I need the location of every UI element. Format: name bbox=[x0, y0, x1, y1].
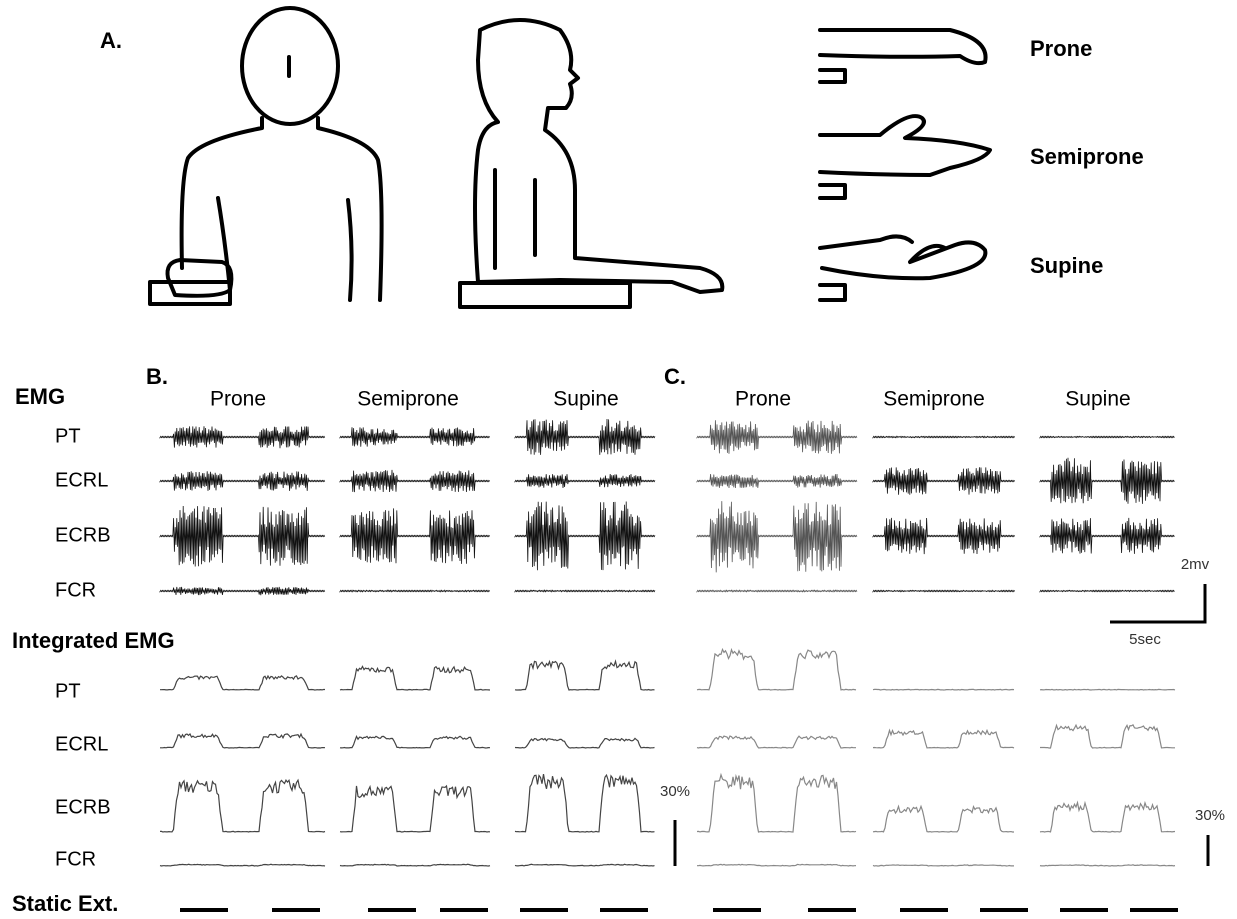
emg-trace bbox=[1039, 517, 1175, 554]
emg-trace bbox=[339, 508, 490, 564]
emg-trace bbox=[872, 435, 1015, 439]
body-side bbox=[473, 18, 725, 294]
emg-trace bbox=[159, 471, 326, 491]
emg-trace bbox=[514, 501, 656, 571]
scale-label: 30% bbox=[1195, 807, 1225, 824]
integrated-trace bbox=[339, 784, 491, 833]
integrated-trace bbox=[339, 665, 491, 691]
emg-trace bbox=[696, 501, 858, 573]
integrated-trace bbox=[514, 659, 655, 691]
emg-trace bbox=[339, 589, 490, 593]
emg-trace bbox=[159, 586, 326, 596]
panel-label: C. bbox=[664, 364, 686, 389]
emg-trace bbox=[159, 426, 326, 449]
integrated-trace bbox=[872, 864, 1015, 867]
integrated-trace bbox=[339, 735, 491, 749]
emg-trace bbox=[514, 473, 656, 489]
condition-label: Prone bbox=[210, 388, 266, 411]
emg-trace bbox=[872, 517, 1015, 555]
muscle-label: PT bbox=[55, 680, 81, 702]
emg-trace bbox=[1039, 457, 1175, 504]
integrated-trace bbox=[160, 778, 326, 833]
hand-prone bbox=[818, 28, 988, 84]
position-label: Prone bbox=[1030, 36, 1092, 61]
hand-front bbox=[165, 258, 234, 298]
hand-semiprone bbox=[818, 114, 992, 200]
emg-trace bbox=[872, 589, 1015, 593]
integrated-trace bbox=[514, 737, 655, 749]
integrated-trace bbox=[1039, 864, 1176, 867]
integrated-trace bbox=[696, 772, 857, 833]
emg-trace bbox=[159, 505, 326, 567]
condition-label: Semiprone bbox=[883, 388, 985, 411]
condition-label: Semiprone bbox=[357, 388, 459, 411]
head-front bbox=[240, 6, 340, 126]
scale-label: 2mv bbox=[1181, 556, 1210, 573]
torso-front bbox=[179, 116, 384, 302]
posture-drawings bbox=[148, 6, 992, 309]
emg-trace bbox=[696, 589, 858, 593]
integrated-trace bbox=[872, 804, 1014, 833]
integrated-trace bbox=[1039, 800, 1176, 833]
muscle-label: ECRB bbox=[55, 524, 111, 546]
muscle-label: ECRL bbox=[55, 733, 108, 755]
integrated-trace bbox=[697, 863, 857, 867]
section-heading: EMG bbox=[15, 384, 65, 409]
emg-trace bbox=[339, 469, 490, 493]
position-label: Supine bbox=[1030, 253, 1103, 278]
emg-trace bbox=[872, 467, 1015, 495]
integrated-trace bbox=[1039, 688, 1176, 691]
support-side bbox=[458, 281, 632, 309]
emg-trace bbox=[514, 418, 656, 455]
integrated-trace bbox=[872, 728, 1015, 749]
scale-bar bbox=[1110, 584, 1207, 624]
muscle-label: ECRL bbox=[55, 469, 108, 491]
panel-label: B. bbox=[146, 364, 168, 389]
support-front bbox=[148, 280, 232, 306]
section-heading: Static Ext. bbox=[12, 891, 118, 916]
emg-trace bbox=[1039, 435, 1175, 439]
muscle-label: FCR bbox=[55, 848, 96, 870]
panel-label: A. bbox=[100, 28, 122, 53]
condition-label: Supine bbox=[1065, 388, 1130, 411]
integrated-trace bbox=[160, 732, 326, 749]
arms-front bbox=[216, 196, 354, 302]
muscle-label: PT bbox=[55, 425, 81, 447]
emg-trace bbox=[696, 420, 858, 454]
hand-supine bbox=[818, 234, 988, 302]
scale-label: 5sec bbox=[1129, 631, 1161, 648]
integrated-trace bbox=[1040, 723, 1175, 749]
integrated-trace bbox=[514, 863, 655, 867]
emg-trace bbox=[514, 589, 656, 593]
section-heading: Integrated EMG bbox=[12, 628, 175, 653]
integrated-trace bbox=[339, 863, 491, 867]
muscle-label: FCR bbox=[55, 579, 96, 601]
integrated-trace bbox=[160, 674, 325, 691]
condition-label: Prone bbox=[735, 388, 791, 411]
integrated-trace bbox=[514, 773, 655, 833]
arm-side bbox=[493, 168, 537, 270]
integrated-trace bbox=[696, 647, 857, 691]
integrated-trace bbox=[696, 735, 856, 749]
integrated-trace bbox=[159, 863, 326, 867]
position-label: Semiprone bbox=[1030, 144, 1144, 169]
scale-label: 30% bbox=[660, 783, 690, 800]
condition-label: Supine bbox=[553, 388, 618, 411]
emg-trace bbox=[1039, 589, 1175, 593]
emg-trace bbox=[339, 427, 490, 447]
emg-trace bbox=[696, 473, 858, 489]
muscle-label: ECRB bbox=[55, 796, 111, 818]
integrated-trace bbox=[872, 688, 1015, 691]
